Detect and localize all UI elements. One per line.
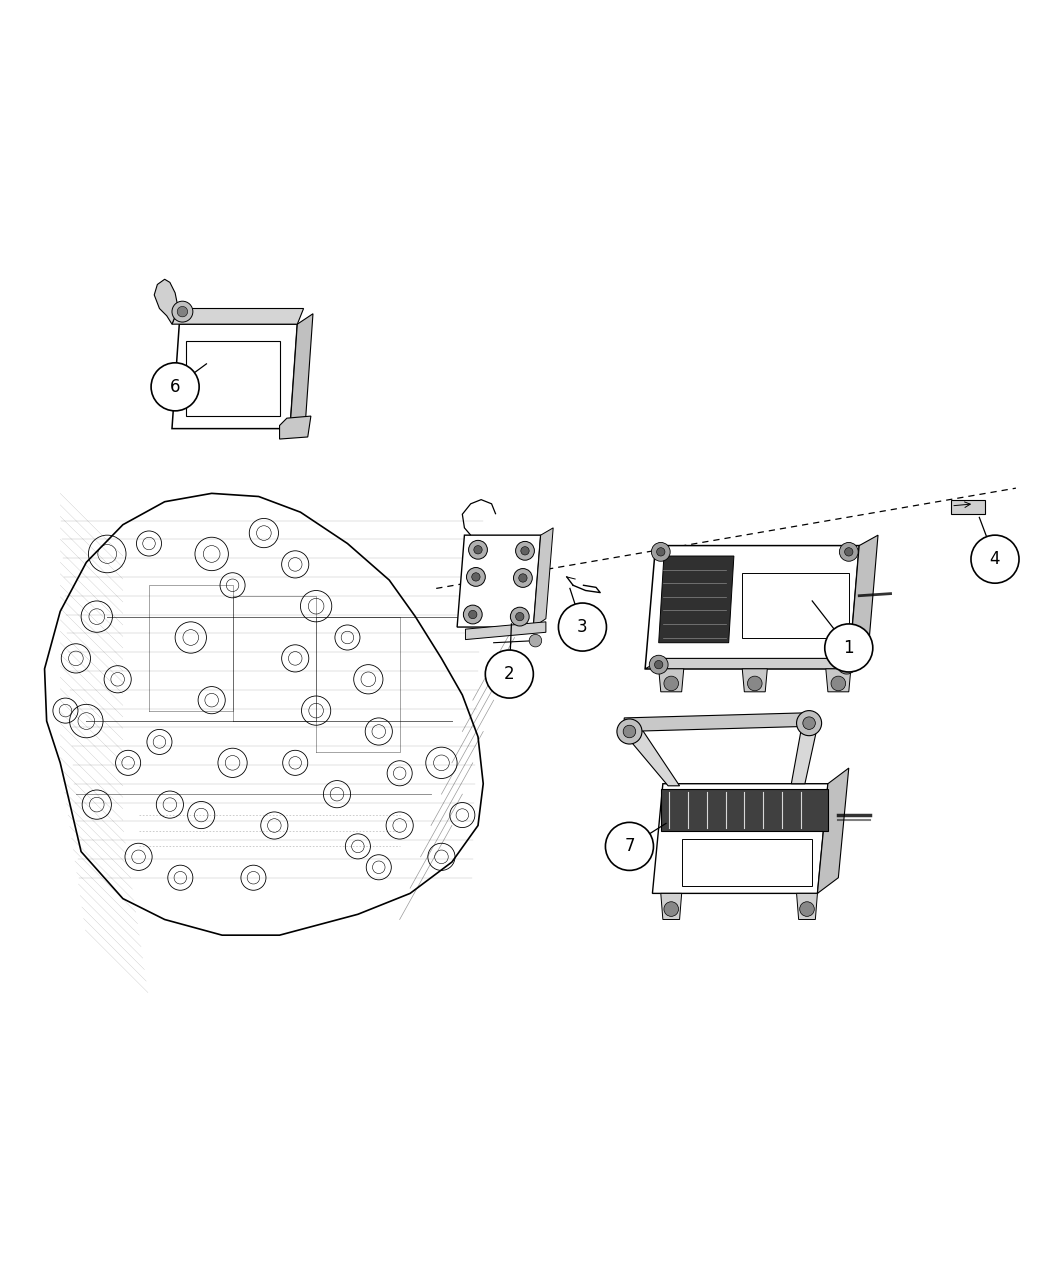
Circle shape xyxy=(529,635,542,646)
Circle shape xyxy=(151,363,200,411)
Circle shape xyxy=(971,536,1018,583)
Polygon shape xyxy=(825,669,851,692)
Polygon shape xyxy=(797,894,818,919)
Circle shape xyxy=(463,606,482,623)
Text: 6: 6 xyxy=(170,377,181,395)
Polygon shape xyxy=(645,546,859,669)
Circle shape xyxy=(471,572,480,581)
Circle shape xyxy=(797,710,821,736)
Polygon shape xyxy=(172,309,303,324)
Circle shape xyxy=(654,660,663,669)
Circle shape xyxy=(748,676,762,691)
Circle shape xyxy=(510,607,529,626)
Circle shape xyxy=(831,676,845,691)
Polygon shape xyxy=(154,279,178,324)
Text: 1: 1 xyxy=(843,639,854,657)
Circle shape xyxy=(468,611,477,618)
Text: 2: 2 xyxy=(504,666,514,683)
FancyBboxPatch shape xyxy=(681,839,813,886)
Polygon shape xyxy=(44,493,483,935)
Polygon shape xyxy=(652,784,827,894)
Polygon shape xyxy=(172,324,297,428)
Circle shape xyxy=(656,548,665,556)
Circle shape xyxy=(177,306,188,317)
FancyBboxPatch shape xyxy=(742,572,848,638)
Circle shape xyxy=(468,541,487,560)
Polygon shape xyxy=(658,556,734,643)
Circle shape xyxy=(664,676,678,691)
Circle shape xyxy=(485,650,533,699)
Circle shape xyxy=(466,567,485,586)
Circle shape xyxy=(651,542,670,561)
Circle shape xyxy=(800,901,815,917)
Text: 4: 4 xyxy=(990,551,1001,569)
Circle shape xyxy=(519,574,527,583)
Circle shape xyxy=(559,603,607,652)
Circle shape xyxy=(839,542,858,561)
Circle shape xyxy=(624,725,635,738)
Circle shape xyxy=(837,655,856,674)
Polygon shape xyxy=(290,314,313,428)
Circle shape xyxy=(649,655,668,674)
Circle shape xyxy=(664,901,678,917)
Circle shape xyxy=(474,546,482,553)
Circle shape xyxy=(617,719,642,745)
Polygon shape xyxy=(742,669,768,692)
Circle shape xyxy=(516,612,524,621)
Circle shape xyxy=(824,623,873,672)
Text: 7: 7 xyxy=(624,838,634,856)
Polygon shape xyxy=(645,658,867,669)
Polygon shape xyxy=(818,768,848,894)
Polygon shape xyxy=(792,727,818,784)
Polygon shape xyxy=(951,500,985,514)
Circle shape xyxy=(172,301,193,323)
Circle shape xyxy=(521,547,529,555)
Text: 3: 3 xyxy=(578,618,588,636)
Circle shape xyxy=(842,660,850,669)
Polygon shape xyxy=(658,669,684,692)
FancyBboxPatch shape xyxy=(186,340,279,416)
Circle shape xyxy=(803,717,816,729)
Circle shape xyxy=(513,569,532,588)
Circle shape xyxy=(606,822,653,871)
Polygon shape xyxy=(533,528,553,627)
Polygon shape xyxy=(624,713,811,732)
Circle shape xyxy=(516,542,534,560)
Polygon shape xyxy=(457,536,541,627)
Circle shape xyxy=(844,548,853,556)
Polygon shape xyxy=(465,622,546,640)
Polygon shape xyxy=(279,416,311,439)
Polygon shape xyxy=(624,727,679,785)
Polygon shape xyxy=(660,894,681,919)
Polygon shape xyxy=(848,536,878,669)
Polygon shape xyxy=(660,789,827,831)
